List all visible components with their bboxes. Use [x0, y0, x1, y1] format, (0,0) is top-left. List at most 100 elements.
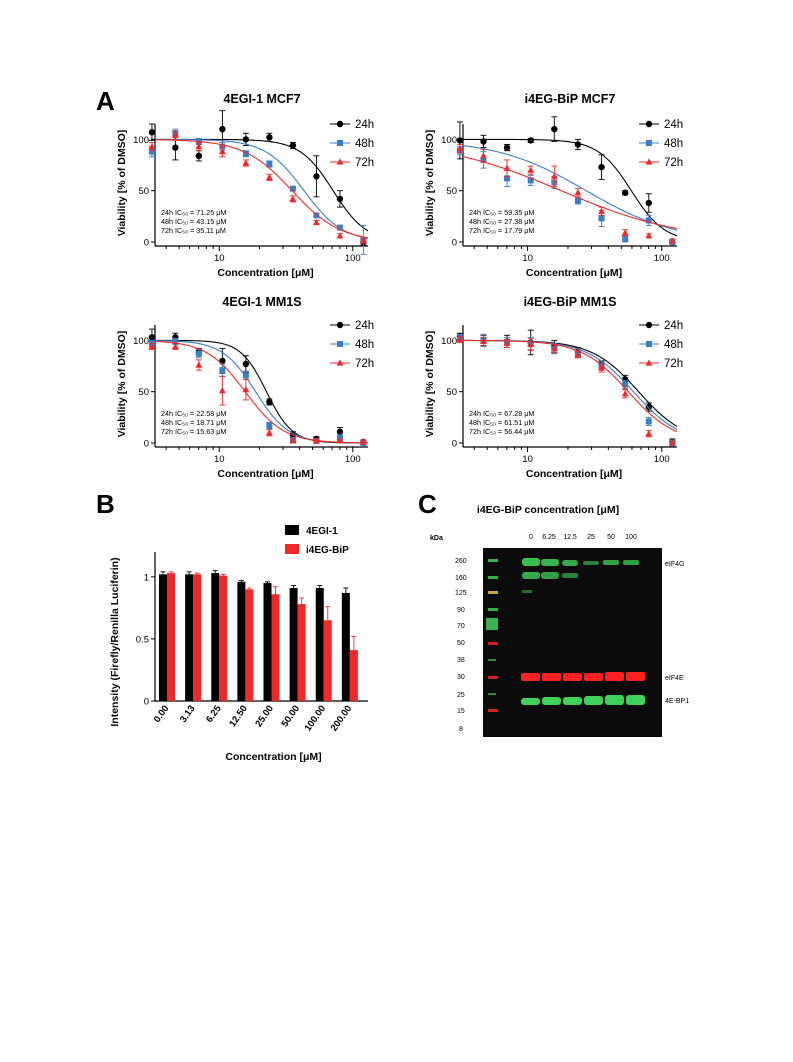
legend-label: 4EGI-1 [306, 526, 338, 537]
bar [167, 573, 175, 701]
data-point [265, 429, 273, 436]
blot-band [626, 672, 645, 681]
bar [315, 588, 324, 701]
data-point [242, 150, 249, 157]
data-point [172, 338, 179, 345]
chart-title: i4EG-BiP MM1S [524, 295, 617, 309]
ladder-label: 38 [457, 657, 465, 664]
ic50-annotation: 24h IC₅₀ = 59.35 μM [469, 208, 534, 217]
data-point [574, 141, 582, 148]
data-point [598, 207, 605, 214]
x-tick-label: 50.00 [279, 703, 302, 729]
data-point [621, 189, 629, 196]
data-point [360, 237, 367, 244]
ladder-label: 15 [457, 708, 465, 715]
ic50-annotation: 48h IC₅₀ = 27.38 μM [469, 217, 534, 226]
legend-marker [336, 321, 344, 329]
panel-label-c: C [418, 489, 437, 519]
x-axis-label: Concentration [μM] [526, 267, 622, 279]
blot-band [626, 695, 645, 705]
bar [289, 588, 298, 701]
chart-luciferase-bars: 0 0.5 1 0.00 3.13 6.25 12.50 25.00 50.00 100.00 20… [109, 525, 368, 763]
data-point [360, 438, 367, 445]
data-point [289, 437, 297, 444]
blot-band [603, 560, 619, 565]
ladder-label: 90 [457, 607, 465, 614]
legend-marker [645, 321, 653, 329]
data-point [480, 337, 487, 345]
bar [245, 589, 254, 701]
data-point [313, 437, 320, 444]
y-tick-label: 0 [144, 697, 149, 708]
blot-band [584, 673, 603, 681]
chart-4egi1-mcf7: 4EGI-1 MCF7 0 50 100 10 100 Concentration [μM]… [116, 92, 374, 279]
data-point [668, 237, 676, 244]
legend-marker [646, 140, 652, 146]
data-point [574, 351, 582, 358]
x-tick-label: 10 [522, 253, 533, 264]
blot-image [483, 548, 662, 737]
series-72h: 72h [148, 340, 374, 445]
blot-band [541, 572, 559, 579]
data-point [148, 148, 155, 155]
lane-label: 12.5 [563, 534, 577, 541]
legend-marker [336, 158, 344, 165]
data-point [219, 125, 226, 133]
blot-band [583, 561, 599, 565]
bar [323, 620, 332, 701]
x-tick-label: 100 [345, 454, 361, 465]
data-point [336, 195, 344, 203]
y-tick-label: 0 [144, 439, 149, 450]
lane-label: 50 [607, 534, 615, 541]
protein-label-4ebp1: 4E-BP1 [665, 698, 689, 705]
blot-band [605, 672, 624, 681]
chart-title: 4EGI-1 MM1S [222, 295, 301, 309]
legend-label: 24h [664, 119, 683, 131]
legend-label: 24h [355, 119, 374, 131]
y-tick-label: 50 [446, 186, 457, 197]
legend-label: 48h [355, 138, 374, 150]
data-point [550, 172, 558, 179]
chart-i4egbip-mcf7: i4EG-BiP MCF7 0 50 100 10 100 Concentration [μ… [424, 92, 683, 279]
data-point [456, 137, 464, 144]
y-axis-label: Viability [% of DMSO] [116, 130, 128, 237]
data-point [645, 232, 653, 239]
data-point [336, 428, 344, 435]
blot-band [521, 673, 540, 681]
x-tick-label: 6.25 [204, 703, 224, 725]
blot-title: i4EG-BiP concentration [μM] [477, 504, 619, 516]
data-point [171, 131, 179, 138]
data-point [456, 145, 464, 152]
ic50-annotation: 24h IC₅₀ = 67.28 μM [469, 409, 534, 418]
data-point [148, 129, 156, 136]
blot-band [605, 695, 624, 705]
data-point [622, 235, 629, 242]
x-axis-label: Concentration [μM] [217, 468, 313, 480]
data-point [550, 345, 558, 352]
fit-curve [463, 339, 678, 433]
data-point [621, 390, 629, 397]
ladder-band [488, 693, 496, 695]
data-point [171, 342, 179, 350]
fit-curve [462, 156, 678, 230]
blot-band [522, 558, 540, 566]
legend-marker [337, 341, 343, 347]
x-tick-label: 3.13 [178, 703, 198, 724]
data-point [242, 372, 249, 379]
lane-label: 100 [625, 534, 637, 541]
ic50-annotation: 72h IC₅₀ = 56.44 μM [469, 427, 534, 436]
data-point [218, 387, 226, 394]
legend-label: 72h [664, 157, 683, 169]
y-tick-label: 0.5 [136, 634, 149, 645]
blot-lane-labels: 0 6.25 12.5 25 50 100 [529, 534, 637, 541]
x-tick-label: 12.50 [227, 703, 250, 729]
data-point [504, 175, 511, 182]
x-axis-label: Concentration [μM] [217, 267, 313, 279]
ladder-label: 160 [455, 575, 467, 582]
x-tick-label: 10 [214, 454, 225, 465]
ladder-label: 25 [457, 692, 465, 699]
ladder-label: 70 [457, 623, 465, 630]
data-point [172, 144, 179, 151]
legend-swatch [285, 544, 299, 554]
blot-band [563, 673, 582, 681]
